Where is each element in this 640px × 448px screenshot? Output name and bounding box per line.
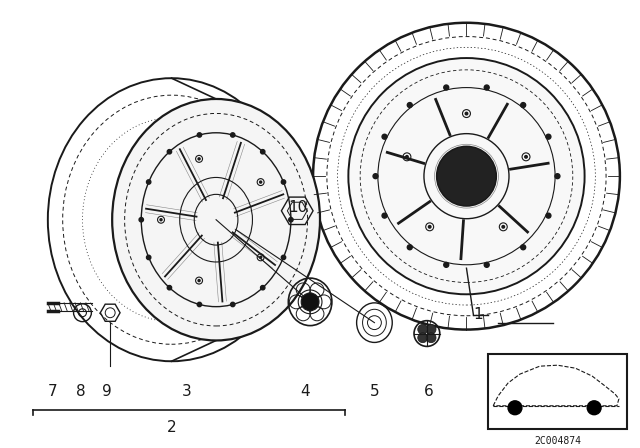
Circle shape: [555, 174, 560, 179]
Circle shape: [373, 174, 378, 179]
Circle shape: [147, 255, 151, 259]
Ellipse shape: [524, 155, 528, 159]
Circle shape: [147, 180, 151, 184]
Circle shape: [282, 255, 285, 259]
Circle shape: [418, 333, 428, 343]
Circle shape: [230, 302, 235, 306]
Ellipse shape: [465, 112, 468, 116]
Circle shape: [230, 133, 235, 137]
Circle shape: [521, 103, 525, 108]
Circle shape: [197, 302, 202, 306]
Ellipse shape: [436, 146, 496, 206]
Ellipse shape: [405, 155, 409, 159]
Circle shape: [167, 285, 172, 290]
Text: 7: 7: [48, 384, 58, 400]
Text: 10: 10: [289, 200, 308, 215]
Circle shape: [444, 85, 449, 90]
Ellipse shape: [197, 279, 201, 282]
Ellipse shape: [159, 218, 163, 221]
Ellipse shape: [259, 256, 262, 259]
Text: 2: 2: [167, 420, 177, 435]
Circle shape: [444, 263, 449, 267]
Circle shape: [139, 218, 143, 222]
Circle shape: [382, 213, 387, 218]
Circle shape: [289, 218, 293, 222]
Circle shape: [588, 401, 601, 415]
Ellipse shape: [259, 181, 262, 184]
Circle shape: [521, 245, 525, 250]
Circle shape: [197, 133, 202, 137]
Text: 3: 3: [182, 384, 191, 400]
Text: 8: 8: [76, 384, 85, 400]
Text: 4: 4: [300, 384, 310, 400]
Circle shape: [484, 85, 489, 90]
Circle shape: [407, 245, 412, 250]
Text: 6: 6: [424, 384, 434, 400]
Ellipse shape: [112, 99, 320, 340]
Circle shape: [508, 401, 522, 415]
Circle shape: [546, 213, 551, 218]
Ellipse shape: [428, 225, 431, 229]
Circle shape: [260, 150, 265, 154]
Circle shape: [167, 150, 172, 154]
Ellipse shape: [197, 157, 201, 160]
Ellipse shape: [501, 225, 505, 229]
Ellipse shape: [348, 58, 584, 294]
Text: 1: 1: [474, 307, 483, 322]
Circle shape: [426, 324, 436, 334]
Text: 9: 9: [102, 384, 112, 400]
Text: 5: 5: [370, 384, 380, 400]
Circle shape: [282, 180, 285, 184]
Circle shape: [418, 324, 428, 334]
Circle shape: [426, 333, 436, 343]
Circle shape: [484, 263, 489, 267]
Bar: [488, 354, 627, 429]
Circle shape: [382, 134, 387, 139]
Circle shape: [546, 134, 551, 139]
Circle shape: [301, 293, 319, 311]
Circle shape: [260, 285, 265, 290]
Circle shape: [407, 103, 412, 108]
Text: 2C004874: 2C004874: [534, 436, 581, 447]
